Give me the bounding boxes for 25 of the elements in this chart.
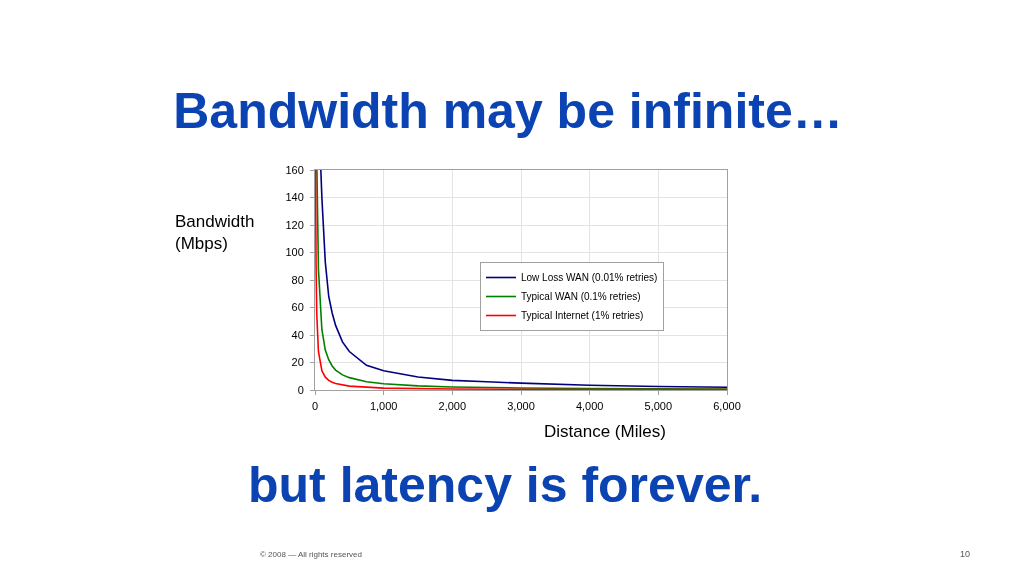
y-tick-label: 120 <box>285 218 304 231</box>
text: 10 <box>960 549 971 559</box>
text: but latency is forever. <box>248 457 763 513</box>
y-tick-label: 80 <box>291 273 304 286</box>
y-axis-title: Bandwidth (Mbps) <box>175 212 255 254</box>
y-tick-label: 100 <box>285 246 304 259</box>
x-axis-title: Distance (Miles) <box>544 422 666 441</box>
y-tick-label: 20 <box>291 356 304 369</box>
x-tick-label: 2,000 <box>438 400 467 413</box>
x-tick-label: 6,000 <box>713 400 741 413</box>
legend-label: Low Loss WAN (0.01% retries) <box>521 272 658 284</box>
y-tick-label: 40 <box>291 328 304 341</box>
x-tick-label: 4,000 <box>575 400 604 413</box>
legend-label: Typical Internet (1% retries) <box>521 310 644 322</box>
y-tick-label: 60 <box>291 301 304 314</box>
x-tick-label: 5,000 <box>644 400 673 413</box>
text: © 2008 — All rights reserved <box>260 550 362 559</box>
chart-title: Bandwidth may be infinite… <box>173 82 843 139</box>
x-tick-label: 0 <box>311 400 319 413</box>
y-tick-label: 160 <box>285 163 304 176</box>
x-tick-label: 1,000 <box>369 400 398 413</box>
y-tick-label: 140 <box>285 191 304 204</box>
y-tick-label: 0 <box>297 383 304 396</box>
legend-label: Typical WAN (0.1% retries) <box>521 291 641 303</box>
x-tick-label: 3,000 <box>507 400 535 413</box>
